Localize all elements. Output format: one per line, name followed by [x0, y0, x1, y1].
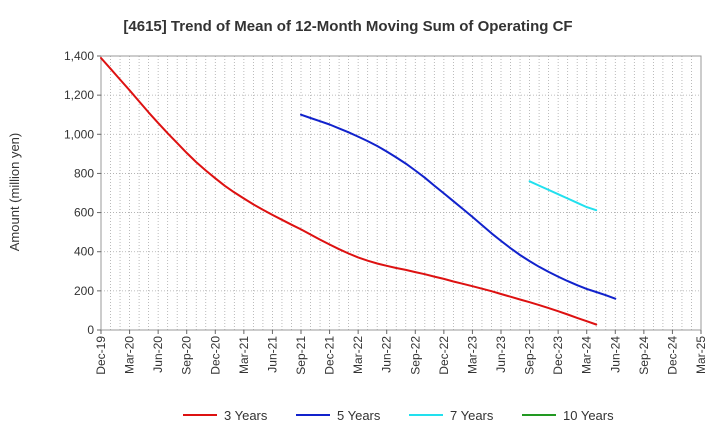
x-tick-label: Mar-24	[580, 336, 594, 374]
x-tick-label: Mar-22	[351, 336, 365, 374]
chart-title: [4615] Trend of Mean of 12-Month Moving …	[123, 18, 572, 35]
x-tick-label: Jun-23	[494, 336, 508, 373]
x-tick-label: Dec-20	[208, 336, 222, 375]
x-tick-label: Jun-20	[151, 336, 165, 373]
y-tick-label: 800	[74, 166, 94, 180]
x-tick-label: Dec-24	[665, 336, 679, 375]
plot-frame	[100, 55, 702, 331]
x-tick-label: Sep-22	[408, 336, 422, 375]
y-tick-label: 1,200	[64, 88, 94, 102]
legend: 3 Years 5 Years 7 Years 10 Years	[183, 408, 614, 423]
x-tick-label: Jun-21	[265, 336, 279, 373]
x-tick-label: Mar-21	[237, 336, 251, 374]
y-ticks: 0 200 400 600 800 1,000 1,200 1,400	[64, 49, 101, 337]
y-tick-label: 1,000	[64, 127, 94, 141]
legend-label: 3 Years	[224, 408, 268, 423]
y-tick-label: 600	[74, 206, 94, 220]
legend-label: 7 Years	[450, 408, 494, 423]
series-line-5-years	[300, 113, 617, 300]
x-tick-label: Jun-24	[608, 336, 622, 373]
legend-label: 10 Years	[563, 408, 614, 423]
grid	[101, 56, 701, 330]
y-tick-label: 0	[87, 323, 94, 337]
x-tick-label: Jun-22	[380, 336, 394, 373]
series	[100, 57, 617, 326]
x-tick-label: Dec-23	[551, 336, 565, 375]
series-line-7-years	[528, 180, 598, 212]
x-tick-label: Mar-20	[123, 336, 137, 374]
y-tick-label: 200	[74, 284, 94, 298]
y-tick-label: 1,400	[64, 49, 94, 63]
x-tick-label: Dec-21	[323, 336, 337, 375]
x-tick-label: Sep-20	[180, 336, 194, 375]
x-tick-label: Mar-23	[465, 336, 479, 374]
x-tick-label: Dec-19	[94, 336, 108, 375]
x-ticks: Dec-19 Mar-20 Jun-20 Sep-20 Dec-20 Mar-21 Jun-…	[94, 330, 708, 375]
legend-label: 5 Years	[337, 408, 381, 423]
x-tick-label: Sep-24	[637, 336, 651, 375]
y-axis-label: Amount (million yen)	[7, 133, 22, 252]
x-tick-label: Sep-23	[523, 336, 537, 375]
x-tick-label: Dec-22	[437, 336, 451, 375]
series-line-3-years	[100, 57, 598, 326]
x-tick-label: Sep-21	[294, 336, 308, 375]
y-tick-label: 400	[74, 245, 94, 259]
x-tick-label: Mar-25	[694, 336, 708, 374]
